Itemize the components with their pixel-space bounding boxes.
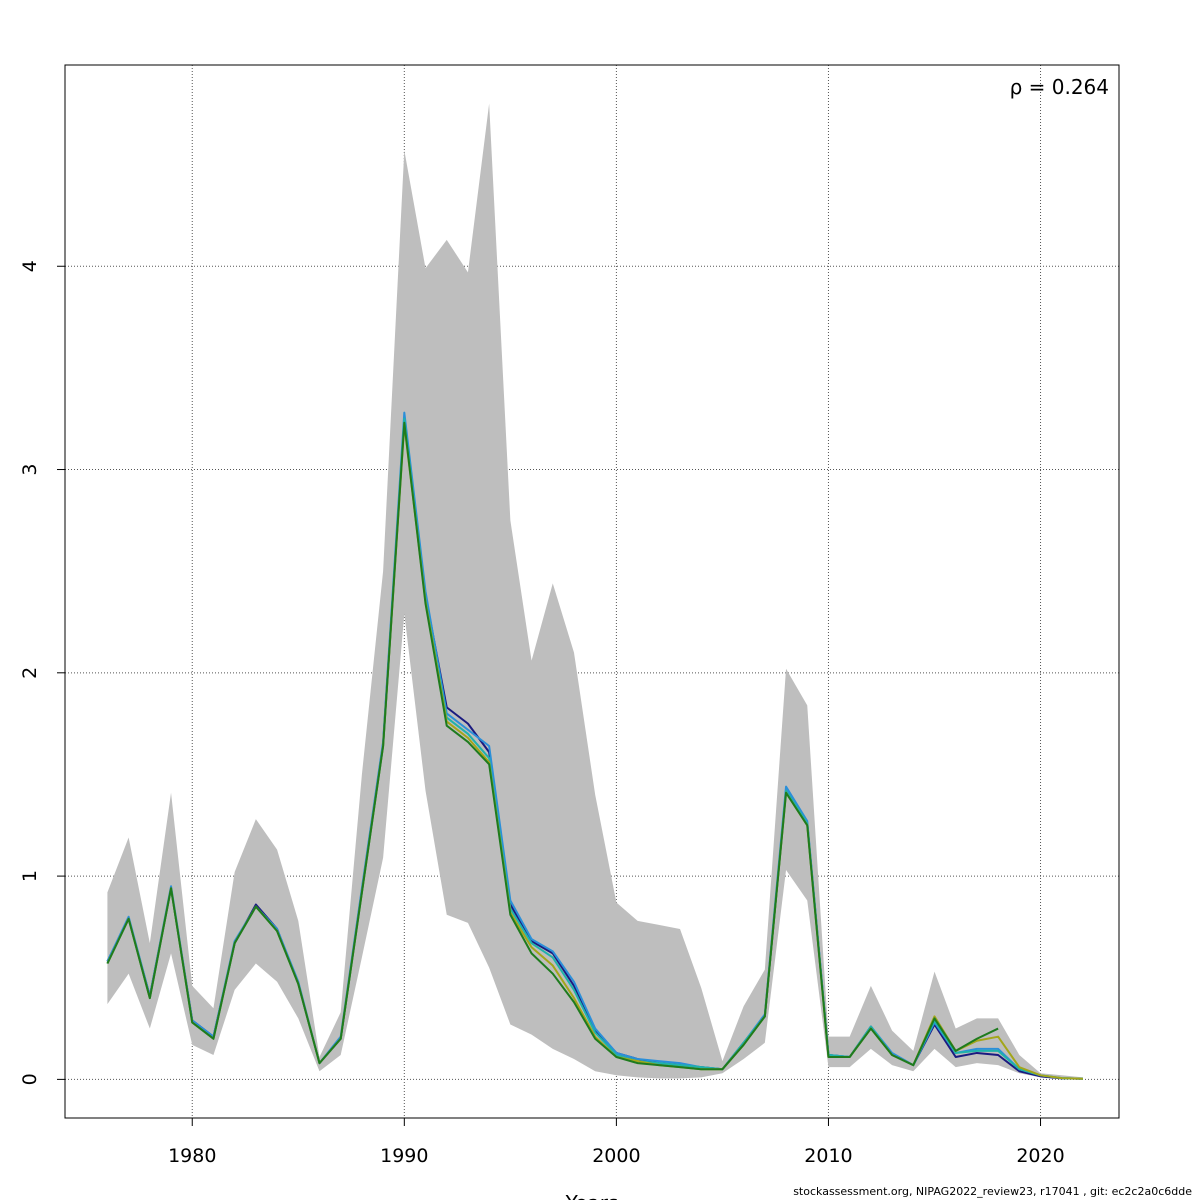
plot-frame (64, 64, 1120, 1119)
x-axis-title: Years (565, 1191, 619, 1200)
y-tick-label-0: 0 (19, 1073, 41, 1085)
x-tick-label-2000: 2000 (592, 1145, 640, 1167)
x-tick-label-2010: 2010 (804, 1145, 852, 1167)
band-area (107, 103, 1083, 1079)
x-tick-label-1980: 1980 (168, 1145, 216, 1167)
rho-annotation: ρ = 0.264 (1010, 75, 1109, 99)
series-line-5 (106, 421, 999, 1071)
y-tick-label-3: 3 (19, 463, 41, 475)
series-lines (106, 411, 1083, 1080)
axes: 1980 1990 2000 2010 2020 0 1 2 3 4 (19, 260, 1065, 1167)
confidence-band (107, 103, 1083, 1079)
y-tick-label-4: 4 (19, 260, 41, 272)
footer-credit: stockassessment.org, NIPAG2022_review23,… (793, 1185, 1192, 1198)
y-tick-label-1: 1 (19, 870, 41, 882)
x-tick-label-2020: 2020 (1016, 1145, 1064, 1167)
y-tick-label-2: 2 (19, 667, 41, 679)
x-tick-label-1990: 1990 (380, 1145, 428, 1167)
